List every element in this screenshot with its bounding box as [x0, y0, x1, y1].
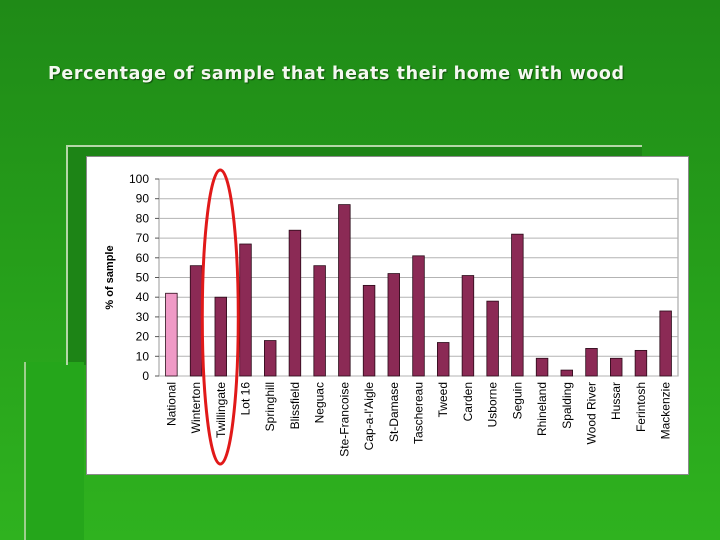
x-tick-label: Rhineland [535, 382, 549, 436]
x-tick-labels: National Winterton Twillingate Lot 16 Spring… [164, 382, 672, 457]
x-tick-label: Hussar [609, 382, 623, 420]
bar [437, 342, 450, 377]
x-tick-label: National [164, 382, 178, 426]
x-tick-label: Blissfield [288, 382, 302, 429]
x-tick-label: Usborne [486, 382, 500, 428]
x-tick-label: Tweed [436, 382, 450, 417]
x-tick-label: Ferintosh [634, 382, 648, 432]
bar [560, 369, 573, 377]
bar [585, 348, 598, 377]
bar [659, 310, 672, 377]
x-tick-label: Winterton [189, 382, 203, 433]
bars [165, 204, 672, 377]
bar [634, 349, 648, 377]
x-tick-label: Lot 16 [239, 382, 253, 416]
y-tick-label: 30 [136, 310, 150, 324]
x-tick-label: Mackenzie [659, 382, 673, 440]
bar [239, 243, 252, 377]
x-tick-label: Twillingate [214, 382, 228, 438]
bar [412, 255, 425, 377]
bar [313, 265, 326, 377]
bar [288, 229, 302, 377]
decorative-line-vertical [66, 145, 68, 365]
x-tick-label: Springhill [263, 382, 277, 431]
x-tick-label: Taschereau [412, 382, 426, 444]
x-tick-label: Cap-a-l'Aigle [362, 382, 376, 451]
x-tick-label: Wood River [585, 382, 599, 444]
y-tick-labels: 0 10 20 30 40 50 60 70 80 90 100 [129, 172, 149, 383]
bar [535, 357, 549, 377]
y-tick-label: 0 [142, 369, 149, 383]
y-axis-label: % of sample [104, 245, 116, 309]
x-tick-label: Spalding [560, 382, 574, 429]
bar [461, 275, 475, 377]
bar [189, 265, 203, 377]
decorative-backdrop-left [24, 362, 84, 540]
y-tick-label: 70 [136, 231, 150, 245]
y-tick-label: 80 [136, 211, 150, 225]
decorative-line-vertical-lower [24, 362, 26, 540]
x-tick-label: Ste-Francoise [337, 382, 351, 457]
bar [486, 300, 499, 377]
annotations [200, 168, 240, 466]
y-tick-label: 20 [136, 330, 150, 344]
decorative-line-horizontal [66, 145, 642, 147]
bar [610, 357, 623, 377]
bar [214, 296, 227, 377]
x-tick-label: Carden [461, 382, 475, 421]
bar [511, 233, 524, 377]
x-tick-label: St-Damase [387, 382, 401, 442]
y-tick-label: 40 [136, 290, 150, 304]
chart-panel: 0 10 20 30 40 50 60 70 80 90 100 National Winterton… [86, 156, 689, 475]
y-tick-label: 10 [136, 349, 150, 363]
x-tick-label: Neguac [313, 382, 327, 423]
y-tick-label: 60 [136, 251, 150, 265]
bar [264, 340, 277, 377]
slide-title: Percentage of sample that heats their ho… [48, 64, 625, 84]
bar-chart: 0 10 20 30 40 50 60 70 80 90 100 National Winterton… [104, 168, 679, 466]
bar [165, 292, 178, 377]
bar [387, 273, 400, 377]
x-tick-label: Seguin [510, 382, 524, 419]
y-tick-label: 90 [136, 192, 150, 206]
y-tick-label: 100 [129, 172, 149, 186]
y-tick-label: 50 [136, 271, 150, 285]
highlight-ellipse [200, 168, 240, 466]
bar [338, 204, 351, 377]
bar [362, 284, 376, 377]
